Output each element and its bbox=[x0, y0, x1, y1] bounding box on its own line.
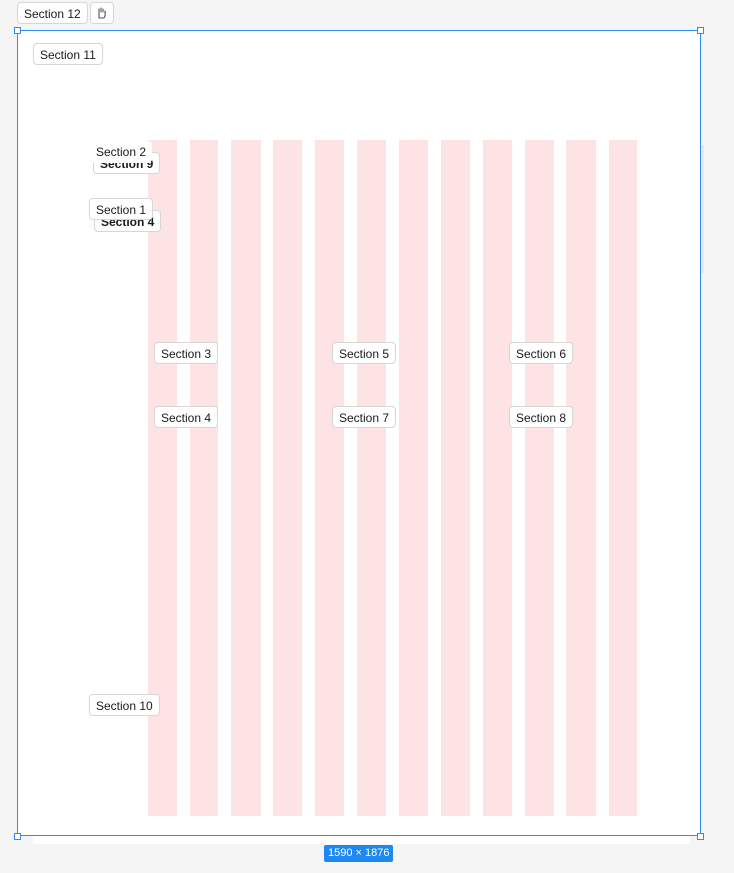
section-label-2[interactable]: Section 2 bbox=[90, 141, 153, 163]
section-label-1[interactable]: Section 1 bbox=[89, 198, 154, 220]
frame-size-badge: 1590 × 1876 bbox=[324, 845, 394, 862]
grid-column bbox=[190, 140, 218, 816]
section-label-5[interactable]: Section 5 bbox=[332, 342, 397, 364]
grid-column bbox=[357, 140, 386, 816]
section-label-6[interactable]: Section 6 bbox=[509, 342, 574, 364]
section-label-8[interactable]: Section 8 bbox=[509, 406, 574, 428]
grid-column bbox=[483, 140, 512, 816]
grid-column bbox=[566, 140, 596, 816]
grid-column bbox=[315, 140, 344, 816]
frame-bottom-edge bbox=[33, 836, 689, 844]
hand-code-icon[interactable] bbox=[90, 2, 114, 24]
grid-column bbox=[525, 140, 554, 816]
section-label-7[interactable]: Section 7 bbox=[332, 406, 397, 428]
frame-name-label[interactable]: Section 12 bbox=[17, 2, 88, 24]
grid-column bbox=[441, 140, 470, 816]
frame-scrollbar[interactable] bbox=[701, 145, 704, 273]
resize-handle-top-right[interactable] bbox=[697, 27, 704, 34]
resize-handle-bottom-left[interactable] bbox=[14, 833, 21, 840]
section-label-10[interactable]: Section 10 bbox=[89, 694, 160, 716]
section-label-4[interactable]: Section 4 bbox=[154, 406, 219, 428]
grid-column bbox=[273, 140, 302, 816]
grid-column bbox=[399, 140, 428, 816]
resize-handle-bottom-right[interactable] bbox=[697, 833, 704, 840]
section-label-3[interactable]: Section 3 bbox=[154, 342, 219, 364]
grid-column bbox=[609, 140, 637, 816]
section-label-11[interactable]: Section 11 bbox=[33, 43, 103, 65]
resize-handle-top-left[interactable] bbox=[14, 27, 21, 34]
grid-column bbox=[231, 140, 261, 816]
